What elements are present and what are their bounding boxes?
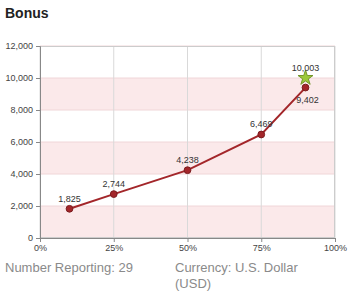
tick: 100% — [324, 238, 347, 253]
series-line — [70, 88, 306, 209]
point — [66, 205, 73, 212]
point — [302, 84, 309, 91]
data-label: 10,003 — [292, 63, 320, 73]
data-labels: 1,825 2,744 4,238 6,469 9,402 10,003 — [58, 63, 319, 204]
plot-frame — [41, 47, 335, 238]
annotation: Number Reporting: 29 — [5, 260, 133, 275]
tick: 10,000 — [5, 73, 40, 83]
tick: 6,000 — [10, 137, 40, 147]
tick-mark — [36, 142, 40, 143]
tick-mark — [36, 174, 40, 175]
tick-mark — [114, 238, 115, 242]
tick: 50% — [179, 238, 197, 253]
tick-mark — [261, 238, 262, 242]
tick-label: 0% — [34, 243, 47, 253]
tick-label: 0 — [28, 233, 33, 243]
tick: 4,000 — [10, 169, 40, 179]
tick: 25% — [105, 238, 123, 253]
tick-label: 10,000 — [5, 73, 33, 83]
tick-mark — [36, 206, 40, 207]
tick-label: 25% — [105, 243, 123, 253]
tick-mark — [188, 238, 189, 242]
grid — [40, 46, 335, 238]
data-label: 4,238 — [176, 155, 199, 165]
tick-label: 2,000 — [10, 201, 33, 211]
tick: 75% — [253, 238, 271, 253]
data-label: 1,825 — [58, 194, 81, 204]
y-axis: 0 2,000 4,000 6,000 8,000 10,000 12,000 — [5, 41, 40, 243]
point — [184, 167, 191, 174]
grid-line — [113, 46, 114, 238]
grid-line — [261, 46, 262, 238]
chart: Bonus 0% 25% 50% 75% 100% 0 2,000 4,000 6,000 8,00… — [0, 0, 359, 301]
tick-label: 100% — [324, 243, 347, 253]
data-label: 2,744 — [102, 179, 125, 189]
annotation: Currency: U.S. Dollar(USD) — [175, 260, 298, 291]
axis-line — [41, 239, 336, 243]
x-axis: 0% 25% 50% 75% 100% — [34, 238, 347, 253]
tick-mark — [36, 78, 40, 79]
tick-mark — [36, 238, 40, 239]
title: Bonus — [5, 5, 49, 21]
data-label: 6,469 — [250, 119, 273, 129]
tick-label: 4,000 — [10, 169, 33, 179]
tick-label: 8,000 — [10, 105, 33, 115]
tick: 2,000 — [10, 201, 40, 211]
tick-mark — [36, 110, 40, 111]
data-label: 9,402 — [296, 95, 319, 105]
point — [110, 191, 117, 198]
grid-line — [187, 46, 188, 238]
tick-mark — [335, 238, 336, 242]
tick: 0% — [34, 238, 47, 253]
tick-label: 6,000 — [10, 137, 33, 147]
plot-background — [40, 46, 335, 238]
marks — [66, 70, 313, 212]
tick-mark — [36, 46, 40, 47]
tick: 0 — [28, 233, 40, 243]
tick-label: 50% — [179, 243, 197, 253]
tick-label: 12,000 — [5, 41, 33, 51]
tick: 12,000 — [5, 41, 40, 51]
tick: 8,000 — [10, 105, 40, 115]
point — [258, 131, 265, 138]
axis-line — [36, 47, 41, 239]
tick-label: 75% — [253, 243, 271, 253]
